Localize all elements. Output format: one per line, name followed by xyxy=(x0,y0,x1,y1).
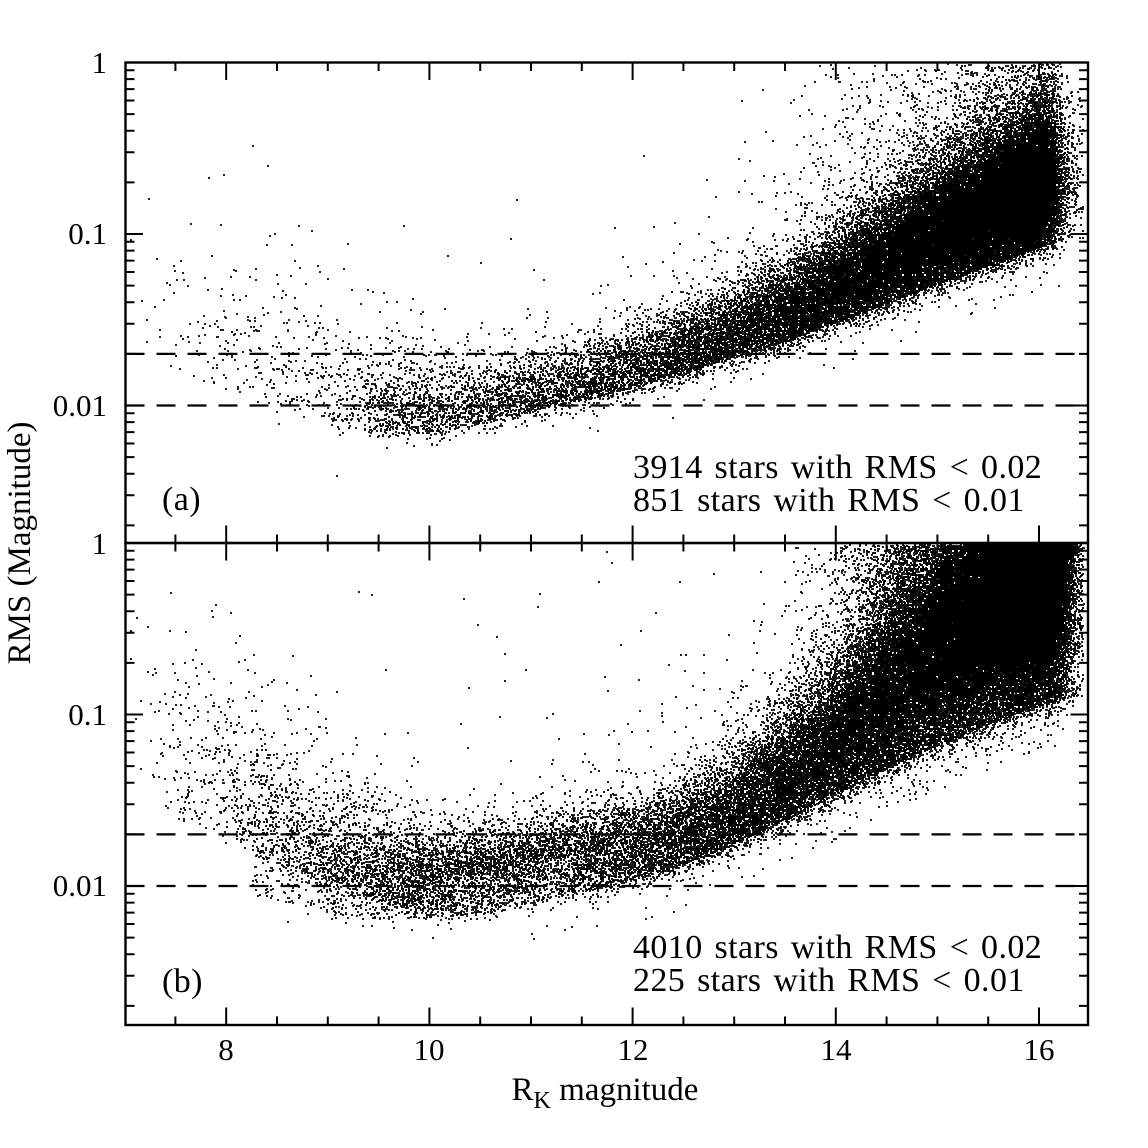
svg-text:0.1: 0.1 xyxy=(68,697,107,732)
svg-text:(a): (a) xyxy=(162,481,201,518)
svg-text:3914 stars with RMS < 0.02: 3914 stars with RMS < 0.02 xyxy=(633,449,1042,486)
svg-text:16: 16 xyxy=(1024,1032,1055,1067)
svg-text:851 stars with RMS < 0.01: 851 stars with RMS < 0.01 xyxy=(633,482,1025,519)
svg-text:8: 8 xyxy=(218,1032,234,1067)
svg-text:0.1: 0.1 xyxy=(68,216,107,251)
svg-text:12: 12 xyxy=(618,1032,649,1067)
svg-text:10: 10 xyxy=(414,1032,445,1067)
svg-text:0.01: 0.01 xyxy=(53,868,107,903)
svg-text:(b): (b) xyxy=(162,963,203,1000)
svg-text:1: 1 xyxy=(92,526,108,561)
svg-text:0.01: 0.01 xyxy=(53,388,107,423)
svg-text:225 stars with RMS < 0.01: 225 stars with RMS < 0.01 xyxy=(633,962,1025,999)
svg-text:1: 1 xyxy=(92,45,108,80)
svg-text:14: 14 xyxy=(821,1032,853,1067)
svg-text:RMS (Magnitude): RMS (Magnitude) xyxy=(2,422,38,665)
svg-text:4010 stars with RMS < 0.02: 4010 stars with RMS < 0.02 xyxy=(633,929,1042,966)
svg-text:RK magnitude: RK magnitude xyxy=(512,1072,699,1114)
